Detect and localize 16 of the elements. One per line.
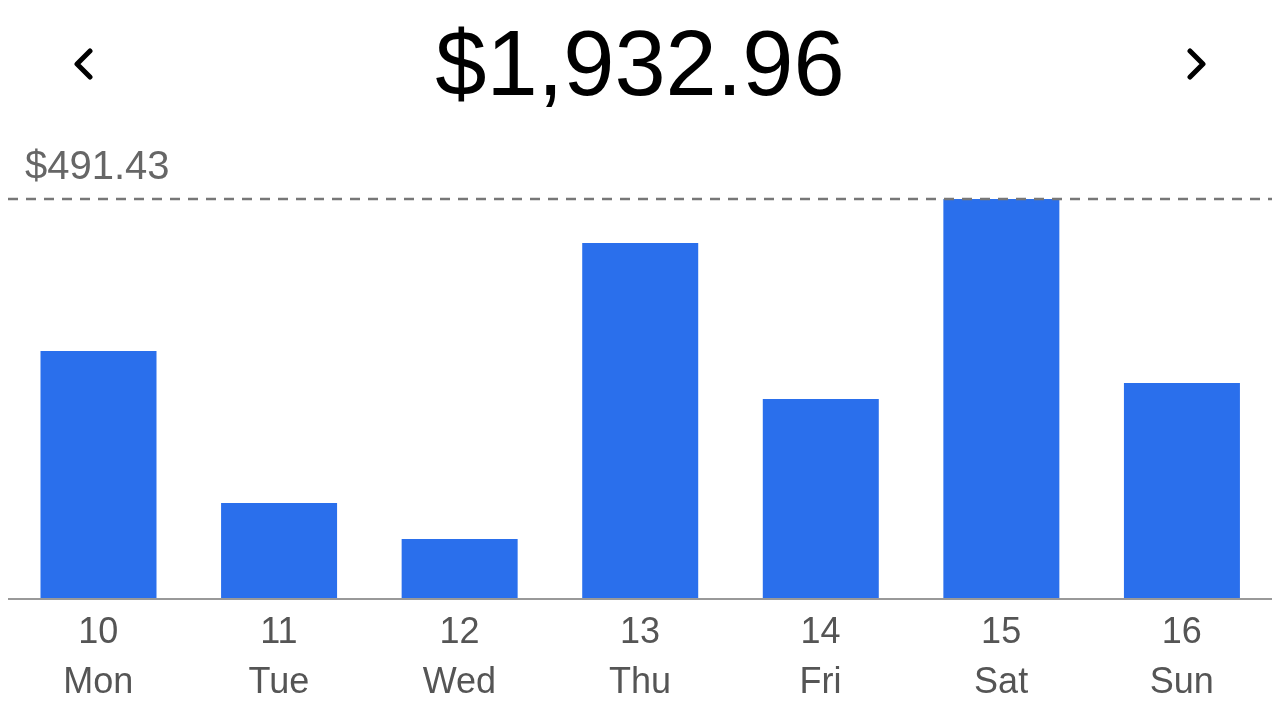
bar: [943, 199, 1060, 599]
x-tick-label: 16 Sun: [1149, 610, 1214, 701]
x-tick-label: 11 Tue: [248, 610, 310, 701]
x-tick-label: 13 Thu: [608, 610, 672, 701]
x-tick-label: 14 Fri: [799, 610, 842, 701]
bar: [401, 539, 518, 599]
bar: [762, 399, 879, 599]
bar: [1123, 383, 1240, 599]
chart-title: $1,932.96: [434, 11, 846, 116]
x-tick-label: 15 Sat: [974, 610, 1029, 701]
bar: [221, 503, 338, 599]
bar: [582, 243, 699, 599]
x-tick-label: 12 Wed: [422, 610, 497, 701]
bar: [40, 351, 157, 599]
text: $491.43: [25, 143, 170, 187]
x-tick-label: 10 Mon: [63, 610, 134, 701]
